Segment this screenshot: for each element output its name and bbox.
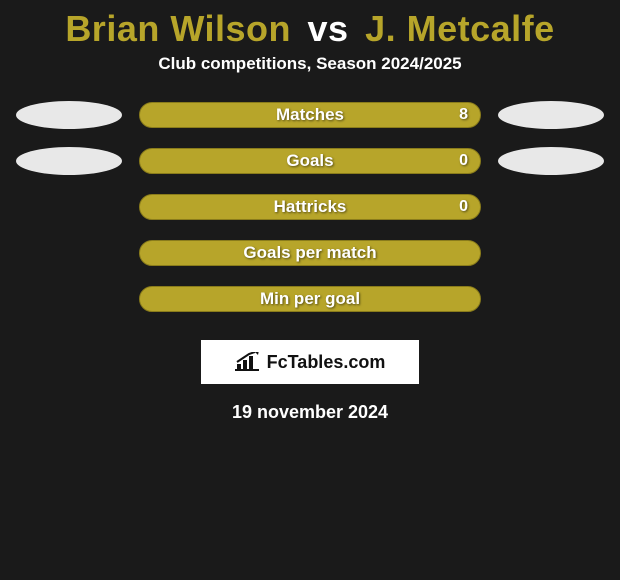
stat-bar: Goals 0 [139, 148, 481, 174]
right-ellipse [498, 147, 604, 175]
stat-row: Matches 8 [10, 102, 610, 128]
right-ellipse [498, 101, 604, 129]
left-ellipse [16, 147, 122, 175]
brand-box: FcTables.com [201, 340, 419, 384]
left-ellipse [16, 101, 122, 129]
player1-name: Brian Wilson [65, 8, 291, 49]
bar-chart-icon [235, 352, 261, 372]
stat-bar: Matches 8 [139, 102, 481, 128]
stat-label: Hattricks [274, 197, 347, 217]
stat-bar: Min per goal [139, 286, 481, 312]
stat-label: Min per goal [260, 289, 360, 309]
stat-row: Goals per match [10, 240, 610, 266]
subtitle: Club competitions, Season 2024/2025 [0, 54, 620, 102]
stat-row: Min per goal [10, 286, 610, 312]
comparison-title: Brian Wilson vs J. Metcalfe [0, 0, 620, 54]
stat-bar: Goals per match [139, 240, 481, 266]
stat-value: 8 [459, 106, 468, 124]
stat-bar: Hattricks 0 [139, 194, 481, 220]
stat-label: Goals [286, 151, 333, 171]
player2-name: J. Metcalfe [365, 8, 555, 49]
stat-rows: Matches 8 Goals 0 Hattricks 0 Goals per … [0, 102, 620, 312]
stat-label: Goals per match [243, 243, 376, 263]
brand-text: FcTables.com [267, 352, 386, 373]
stat-label: Matches [276, 105, 344, 125]
title-separator: vs [308, 8, 349, 49]
stat-value: 0 [459, 198, 468, 216]
stat-row: Hattricks 0 [10, 194, 610, 220]
stat-value: 0 [459, 152, 468, 170]
stat-row: Goals 0 [10, 148, 610, 174]
snapshot-date: 19 november 2024 [0, 402, 620, 423]
